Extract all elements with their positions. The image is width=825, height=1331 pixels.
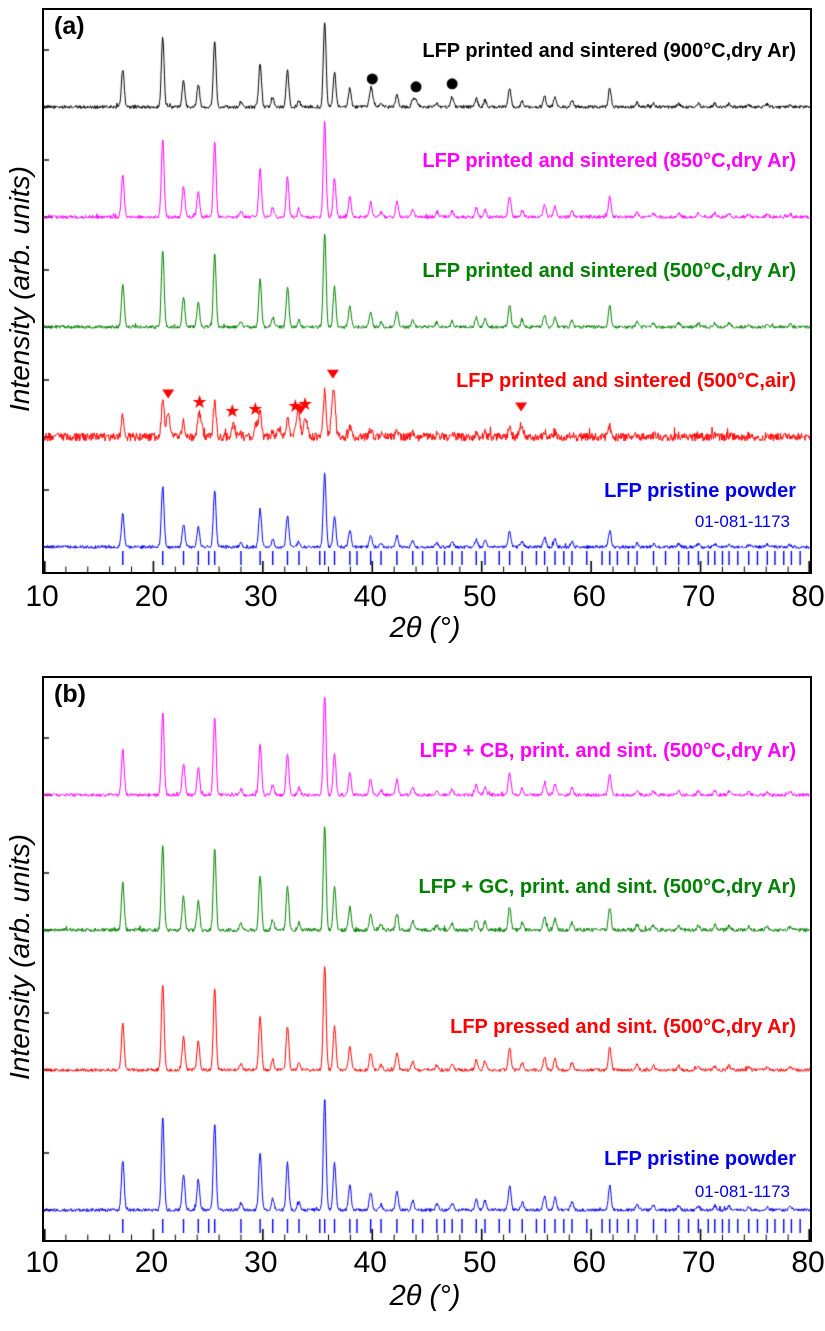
x-axis-tick-label: 10 xyxy=(25,580,59,613)
xrd-plot-canvas-b xyxy=(44,678,810,1240)
x-axis-label-b: 2θ (°) xyxy=(389,1280,461,1312)
x-axis-tick-label: 70 xyxy=(681,1246,716,1279)
trace-label: LFP pristine powder xyxy=(604,1148,796,1170)
x-axis-tick-label: 40 xyxy=(353,580,387,613)
reference-card-number: 01-081-1173 xyxy=(694,1182,790,1201)
x-axis-tick-label: 10 xyxy=(25,1246,59,1279)
x-axis-tick-label: 80 xyxy=(791,1246,825,1279)
x-axis-tick-labels-b: 10 20 30 40 50 60 70 80 xyxy=(25,1246,824,1282)
reference-card-number: 01-081-1173 xyxy=(694,512,790,531)
x-axis-tick-label: 50 xyxy=(463,1246,497,1279)
trace-label: LFP pristine powder xyxy=(604,480,796,502)
x-axis-tick-label: 40 xyxy=(353,1246,387,1279)
plot-area-b: (b) LFP + CB, print. and sint. (500°C,dr… xyxy=(42,676,812,1242)
trace-label: LFP printed and sintered (900°C,dry Ar) xyxy=(422,40,796,62)
trace-label: LFP printed and sintered (850°C,dry Ar) xyxy=(422,150,796,172)
x-axis-tick-label: 20 xyxy=(134,580,169,613)
x-axis-tick-label: 60 xyxy=(572,580,606,613)
trace-label: LFP printed and sintered (500°C,air) xyxy=(456,370,796,392)
y-axis-label: Intensity (arb. units) xyxy=(4,166,35,412)
x-axis-tick-label: 80 xyxy=(791,580,825,613)
y-axis-label: Intensity (arb. units) xyxy=(4,834,35,1080)
x-axis-tick-labels-a: 10 20 30 40 50 60 70 80 xyxy=(25,580,824,616)
trace-label: LFP pressed and sint. (500°C,dry Ar) xyxy=(450,1016,796,1038)
xrd-plot-canvas-a xyxy=(44,10,810,572)
x-axis-label-a: 2θ (°) xyxy=(389,612,461,644)
trace-label: LFP + GC, print. and sint. (500°C,dry Ar… xyxy=(418,876,797,898)
x-axis-tick-label: 60 xyxy=(572,1246,606,1279)
panel-tag-b: (b) xyxy=(54,680,86,708)
x-axis-tick-label: 50 xyxy=(463,580,497,613)
plot-area-a: (a) LFP printed and sintered (900°C,dry … xyxy=(42,8,812,574)
trace-label: LFP printed and sintered (500°C,dry Ar) xyxy=(422,260,796,282)
x-axis-tick-label: 30 xyxy=(244,580,278,613)
x-axis-tick-label: 30 xyxy=(244,1246,278,1279)
panel-tag-a: (a) xyxy=(54,12,85,40)
x-axis-tick-label: 20 xyxy=(134,1246,169,1279)
x-axis-tick-label: 70 xyxy=(681,580,716,613)
trace-label: LFP + CB, print. and sint. (500°C,dry Ar… xyxy=(419,740,796,762)
